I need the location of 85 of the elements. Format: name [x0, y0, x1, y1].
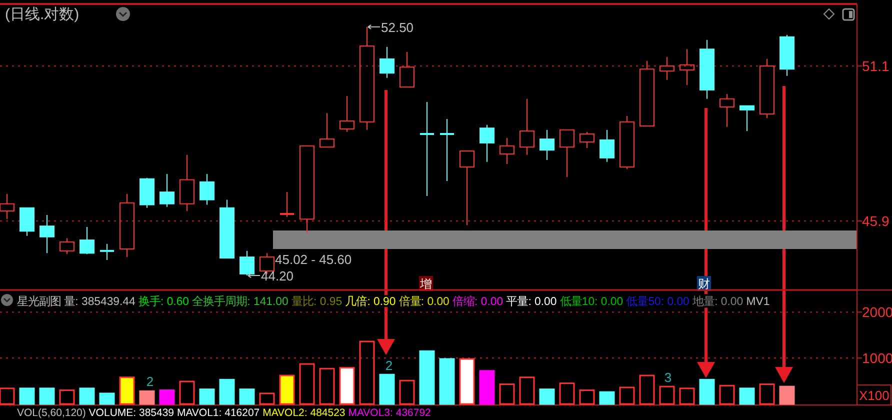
- bar: [79, 388, 95, 405]
- annotation: 财: [698, 277, 710, 291]
- bar: [139, 390, 155, 405]
- bar: [379, 374, 395, 405]
- bar: [359, 340, 375, 405]
- text: 星光副图: [17, 295, 61, 308]
- bar: [99, 392, 115, 405]
- bar: [479, 370, 495, 405]
- bar: [679, 388, 695, 405]
- annotation: 2: [385, 358, 393, 373]
- bar: [459, 358, 475, 405]
- candlestick: [100, 243, 114, 260]
- candlestick: [720, 93, 734, 128]
- annotation: 倍量: 0.00: [396, 295, 450, 308]
- bar: [199, 388, 215, 405]
- bar: [539, 388, 555, 405]
- candlestick: [380, 46, 394, 78]
- annotation: 增: [419, 277, 432, 291]
- bar: [59, 389, 75, 405]
- candlestick: [420, 102, 434, 197]
- bar: [299, 363, 315, 405]
- bar: [639, 374, 655, 405]
- band-label: 45.02 - 45.60: [275, 252, 352, 267]
- annotation: MV1: [743, 296, 770, 308]
- bar: [439, 358, 455, 405]
- text: MAVOL2: 484523: [260, 407, 346, 419]
- candlestick: [660, 56, 674, 80]
- candlestick: [0, 193, 14, 220]
- candlestick: [120, 193, 134, 258]
- annotation: 3: [664, 370, 672, 385]
- candlestick: [180, 154, 194, 212]
- candlestick: [40, 214, 54, 254]
- annotation: 低量10: 0.00: [556, 296, 624, 308]
- chart-title: (日线.对数): [5, 6, 80, 23]
- candlestick: [280, 192, 294, 218]
- bar: [239, 388, 255, 405]
- bar: [39, 388, 55, 405]
- candlestick: [520, 98, 534, 156]
- bar: [619, 386, 635, 405]
- bar: [339, 366, 355, 405]
- bar: [779, 386, 795, 405]
- bar: [759, 383, 775, 405]
- text: VOLUME: 385439: [86, 407, 174, 419]
- y-axis-title: X100: [859, 388, 890, 403]
- bar: [279, 374, 295, 405]
- bar: [499, 383, 515, 405]
- candlestick: [680, 48, 694, 86]
- annotation: 倍缩: 0.00: [449, 295, 504, 308]
- annotation: 全换手周期: 141.00: [189, 295, 288, 308]
- candlestick: [500, 137, 514, 164]
- bar: [719, 384, 735, 405]
- annotation: 44.20: [261, 268, 294, 284]
- bar: [399, 380, 415, 405]
- bar: [119, 376, 135, 405]
- bar: [19, 388, 35, 405]
- annotation: 换手: 0.60: [135, 295, 190, 308]
- candlestick: [360, 26, 374, 130]
- bar: [219, 378, 235, 405]
- bar: [579, 389, 595, 405]
- bar: [659, 386, 675, 405]
- candlestick: [540, 129, 554, 161]
- bar: [419, 350, 435, 405]
- text: MAVOL1: 416207: [174, 407, 260, 419]
- bar: [599, 391, 615, 405]
- text: MAVOL3: 436792: [345, 407, 432, 419]
- candlestick: [440, 118, 454, 182]
- annotation: 平量: 0.00: [503, 296, 557, 308]
- bar: [179, 380, 195, 405]
- bar: [699, 378, 715, 405]
- bar: [559, 382, 575, 405]
- annotation: 2: [146, 374, 154, 389]
- annotation: 量比: 0.95: [288, 295, 342, 308]
- y-tick-label: 45.9: [862, 213, 890, 230]
- bar: [0, 388, 15, 405]
- bar: [319, 368, 335, 405]
- candlestick: [700, 39, 714, 100]
- bar: [519, 376, 535, 405]
- bar: [259, 392, 275, 405]
- bar: [739, 388, 755, 405]
- annotation: 52.50: [381, 20, 414, 35]
- annotation: 低量50: 0.00: [623, 296, 690, 308]
- bar: [159, 389, 175, 405]
- text: VOL(5,60,120): [17, 407, 86, 419]
- y-tick-label: 51.1: [862, 58, 890, 74]
- annotation: 量: 385439.44: [61, 296, 136, 308]
